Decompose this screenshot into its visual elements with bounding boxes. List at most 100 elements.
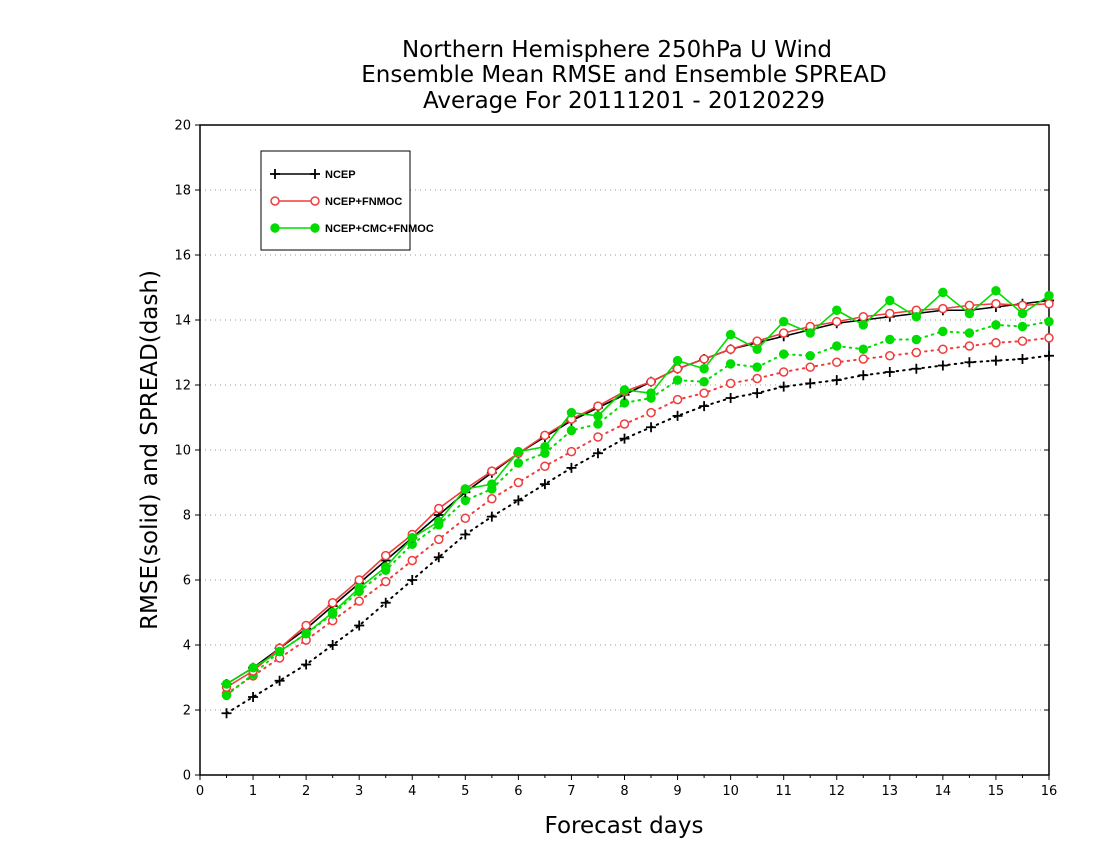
y-tick-label: 20 [174,119,191,134]
y-tick-label: 12 [174,379,191,394]
marker-filled-circle [593,419,603,429]
marker-open-circle [964,300,975,311]
x-tick-label: 11 [775,784,792,799]
y-tick-label: 16 [174,249,191,264]
marker-filled-circle [752,344,762,354]
marker-open-circle [407,555,417,566]
marker-filled-circle [725,359,736,369]
marker-plus [672,410,683,421]
x-tick-label: 0 [196,784,204,799]
marker-open-circle [487,494,497,504]
marker-open-circle [646,407,656,418]
marker-filled-circle [487,479,497,489]
legend: NCEP NCEP+FNMOC NCEP+CMC+FNMOC [260,150,434,251]
marker-filled-circle [221,690,232,701]
y-tick-label: 18 [174,184,191,199]
marker-plus [513,495,524,506]
marker-plus [937,360,948,371]
y-tick-label: 2 [183,704,191,719]
legend-label: NCEP [325,169,356,181]
x-tick-label: 10 [722,784,739,799]
y-tick-label: 8 [183,509,191,524]
marker-plus [274,675,285,686]
x-tick-label: 12 [828,784,845,799]
marker-plus [831,375,842,386]
marker-open-circle [1017,300,1028,311]
marker-plus [380,597,391,608]
marker-filled-circle [911,312,922,322]
marker-open-circle [832,316,842,327]
x-tick-label: 6 [514,784,522,799]
marker-filled-circle [354,583,364,593]
chart-title-line-2: Ensemble Mean RMSE and Ensemble SPREAD [361,62,886,88]
legend-item: NCEP [270,169,356,181]
marker-filled-circle [513,458,524,468]
marker-filled-circle [858,344,868,354]
marker-plus [539,479,550,490]
marker-filled-circle [752,362,762,372]
marker-open-circle [672,364,683,374]
marker-filled-circle [593,411,603,421]
marker-open-circle [310,196,320,206]
marker-filled-circle [310,223,320,233]
marker-filled-circle [513,446,524,457]
marker-open-circle [301,620,311,631]
series-line [226,302,1050,688]
marker-filled-circle [778,316,789,327]
marker-open-circle [380,550,391,561]
marker-plus [884,367,895,377]
marker-filled-circle [938,287,948,298]
marker-filled-circle [540,442,550,452]
x-tick-label: 1 [249,784,257,799]
marker-open-circle [1017,336,1028,346]
marker-filled-circle [805,351,815,361]
marker-open-circle [460,513,471,523]
marker-open-circle [752,336,762,346]
series-ncep-fnmoc-rmse [221,299,1054,692]
y-tick-label: 6 [183,574,191,589]
marker-plus [725,393,736,403]
marker-plus [911,363,922,374]
marker-open-circle [380,576,391,587]
marker-open-circle [540,461,550,471]
marker-plus [433,552,444,563]
marker-open-circle [646,377,656,387]
x-tick-label: 9 [673,784,681,799]
marker-open-circle [1044,299,1054,309]
series-line [226,289,1050,685]
x-tick-label: 2 [302,784,310,799]
marker-plus [354,620,365,631]
marker-open-circle [725,378,736,389]
marker-plus [301,659,312,670]
marker-plus [310,169,320,179]
y-tick-label: 10 [174,444,191,459]
marker-open-circle [1044,333,1054,343]
series-line [226,299,1050,685]
marker-plus [964,357,975,368]
marker-filled-circle [646,388,656,398]
y-axis-label: RMSE(solid) and SPREAD(dash) [137,270,163,630]
marker-open-circle [885,308,895,319]
chart-title-line-3: Average For 20111201 - 20120229 [423,88,825,114]
x-tick-label: 5 [461,784,469,799]
chart-title-line-1: Northern Hemisphere 250hPa U Wind [402,37,832,63]
x-tick-label: 15 [988,784,1005,799]
marker-plus [778,381,789,392]
marker-plus [407,575,418,585]
marker-filled-circle [699,377,709,387]
legend-label: NCEP+FNMOC [325,196,402,208]
marker-filled-circle [672,375,683,385]
marker-filled-circle [991,320,1001,330]
marker-filled-circle [885,334,895,345]
legend-item: NCEP+CMC+FNMOC [270,223,434,235]
marker-plus [805,378,816,389]
marker-plus [1044,350,1054,361]
marker-plus [990,355,1001,366]
marker-filled-circle [460,495,471,506]
marker-plus [592,448,603,459]
x-tick-label: 13 [882,784,899,799]
marker-filled-circle [407,533,417,543]
series-ncep-rmse [221,295,1054,689]
marker-open-circle [858,312,869,322]
